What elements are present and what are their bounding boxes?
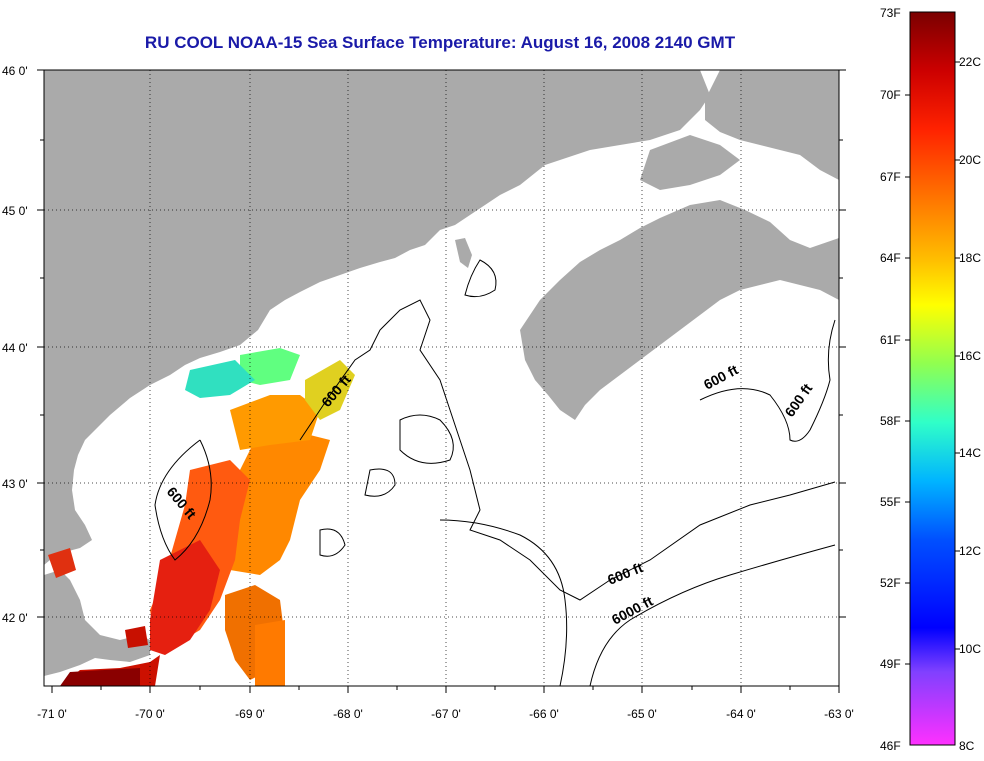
cb-label-67f: 67F [880, 170, 901, 184]
cb-label-73f: 73F [880, 6, 901, 20]
map-frame [43, 69, 840, 687]
lat-label-44: 44 0' [2, 341, 28, 355]
cb-label-52f: 52F [880, 576, 901, 590]
cb-label-20c: 20C [959, 153, 981, 167]
tick-marks [37, 69, 846, 693]
lon-label-71: -71 0' [37, 707, 67, 721]
cb-label-58f: 58F [880, 414, 901, 428]
land-mainland [44, 70, 710, 565]
colorbar-c-labels: 22C 20C 18C 16C 14C 12C 10C 8C [959, 55, 981, 753]
cb-label-14c: 14C [959, 446, 981, 460]
land-cape-cod [44, 570, 150, 676]
lon-label-66: -66 0' [529, 707, 559, 721]
contour-6000 [589, 544, 836, 686]
contour-island-3 [319, 528, 346, 557]
land-bay-fundy-north [640, 135, 740, 190]
contour-600-east [699, 319, 836, 442]
cb-label-18c: 18C [959, 251, 981, 265]
lon-tick-labels: -71 0' -70 0' -69 0' -68 0' -67 0' -66 0… [37, 707, 854, 721]
map-area: 600 ft 600 ft 600 ft 600 ft 600 ft 6000 … [44, 70, 839, 686]
lon-label-67: -67 0' [431, 707, 461, 721]
land-grand-manan [455, 238, 472, 268]
lon-label-69: -69 0' [235, 707, 265, 721]
lat-tick-labels: 46 0' 45 0' 44 0' 43 0' 42 0' [2, 64, 28, 625]
cb-label-12c: 12C [959, 544, 981, 558]
land-nova-scotia [520, 200, 839, 420]
contour-island-2 [464, 259, 497, 298]
graticule [44, 70, 839, 686]
contour-island-1 [399, 414, 454, 464]
contour-600-west [154, 439, 212, 561]
cb-label-70f: 70F [880, 88, 901, 102]
lat-label-46: 46 0' [2, 64, 28, 78]
colorbar-f-labels: 73F 70F 67F 64F 61F 58F 55F 52F 49F 46F [880, 6, 901, 753]
lat-label-43: 43 0' [2, 477, 28, 491]
contour-600-central [299, 299, 836, 601]
cb-label-64f: 64F [880, 251, 901, 265]
lon-label-70: -70 0' [135, 707, 165, 721]
lon-label-65: -65 0' [627, 707, 657, 721]
cb-label-55f: 55F [880, 495, 901, 509]
map-title: RU COOL NOAA-15 Sea Surface Temperature:… [144, 33, 736, 52]
cb-label-49f: 49F [880, 657, 901, 671]
colorbar: 73F 70F 67F 64F 61F 58F 55F 52F 49F 46F … [880, 6, 981, 753]
land-pei [705, 70, 839, 180]
cb-label-8c: 8C [959, 739, 975, 753]
colorbar-ticks [905, 61, 960, 665]
sst-overlay [48, 348, 355, 686]
colorbar-rect [909, 11, 956, 746]
cb-label-22c: 22C [959, 55, 981, 69]
cb-label-61f: 61F [880, 333, 901, 347]
contour-island-4 [364, 468, 396, 497]
lon-label-63: -63 0' [824, 707, 854, 721]
contour-600-south [439, 519, 568, 686]
bathymetry-contours [154, 259, 836, 686]
cb-label-16c: 16C [959, 349, 981, 363]
lat-label-45: 45 0' [2, 204, 28, 218]
lon-label-68: -68 0' [333, 707, 363, 721]
cb-label-10c: 10C [959, 642, 981, 656]
lon-label-64: -64 0' [726, 707, 756, 721]
cb-label-46f: 46F [880, 739, 901, 753]
lat-label-42: 42 0' [2, 611, 28, 625]
